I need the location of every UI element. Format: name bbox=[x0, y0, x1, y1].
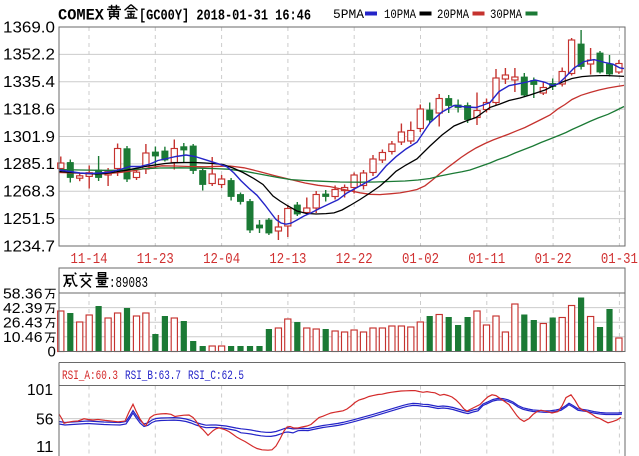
svg-text:12-04: 12-04 bbox=[203, 252, 240, 268]
svg-text:RSI_C:62.5: RSI_C:62.5 bbox=[188, 368, 244, 383]
svg-text:1251.5: 1251.5 bbox=[3, 211, 55, 228]
svg-text:101: 101 bbox=[27, 382, 53, 399]
svg-text:1234.7: 1234.7 bbox=[3, 238, 55, 255]
svg-text:11-23: 11-23 bbox=[137, 252, 174, 268]
svg-text:1369.0: 1369.0 bbox=[3, 19, 55, 36]
svg-text:58.36: 58.36 bbox=[3, 285, 43, 302]
svg-text:1335.4: 1335.4 bbox=[3, 74, 55, 91]
svg-text:01-22: 01-22 bbox=[535, 252, 572, 268]
svg-text:42.39: 42.39 bbox=[3, 300, 43, 317]
svg-text:RSI_B:63.7: RSI_B:63.7 bbox=[125, 368, 181, 383]
svg-text:26.43: 26.43 bbox=[3, 315, 43, 332]
svg-text:11: 11 bbox=[36, 439, 54, 456]
svg-text:10PMA: 10PMA bbox=[384, 7, 416, 22]
svg-text:0: 0 bbox=[48, 344, 56, 361]
svg-text:30PMA: 30PMA bbox=[490, 7, 522, 22]
svg-text:01-11: 01-11 bbox=[468, 252, 505, 268]
svg-text:5PMA: 5PMA bbox=[333, 7, 364, 22]
svg-text:COMEX: COMEX bbox=[58, 7, 105, 25]
svg-text:1285.1: 1285.1 bbox=[3, 156, 55, 173]
svg-text:1352.2: 1352.2 bbox=[3, 47, 55, 64]
svg-text:[GC00Y] 2018-01-31 16:46: [GC00Y] 2018-01-31 16:46 bbox=[139, 8, 311, 25]
svg-text:1318.6: 1318.6 bbox=[3, 101, 55, 118]
svg-text:12-22: 12-22 bbox=[336, 252, 373, 268]
svg-text:12-13: 12-13 bbox=[269, 252, 306, 268]
svg-text::89083: :89083 bbox=[109, 275, 148, 292]
svg-text:10.46: 10.46 bbox=[3, 329, 43, 346]
svg-text:56: 56 bbox=[36, 411, 54, 428]
svg-text:RSI_A:60.3: RSI_A:60.3 bbox=[62, 368, 118, 383]
svg-text:11-14: 11-14 bbox=[71, 252, 108, 268]
svg-text:20PMA: 20PMA bbox=[437, 7, 469, 22]
svg-text:1301.9: 1301.9 bbox=[3, 129, 55, 146]
svg-text:01-31: 01-31 bbox=[601, 252, 638, 268]
svg-text:01-02: 01-02 bbox=[402, 252, 439, 268]
svg-text:1268.3: 1268.3 bbox=[3, 184, 55, 201]
